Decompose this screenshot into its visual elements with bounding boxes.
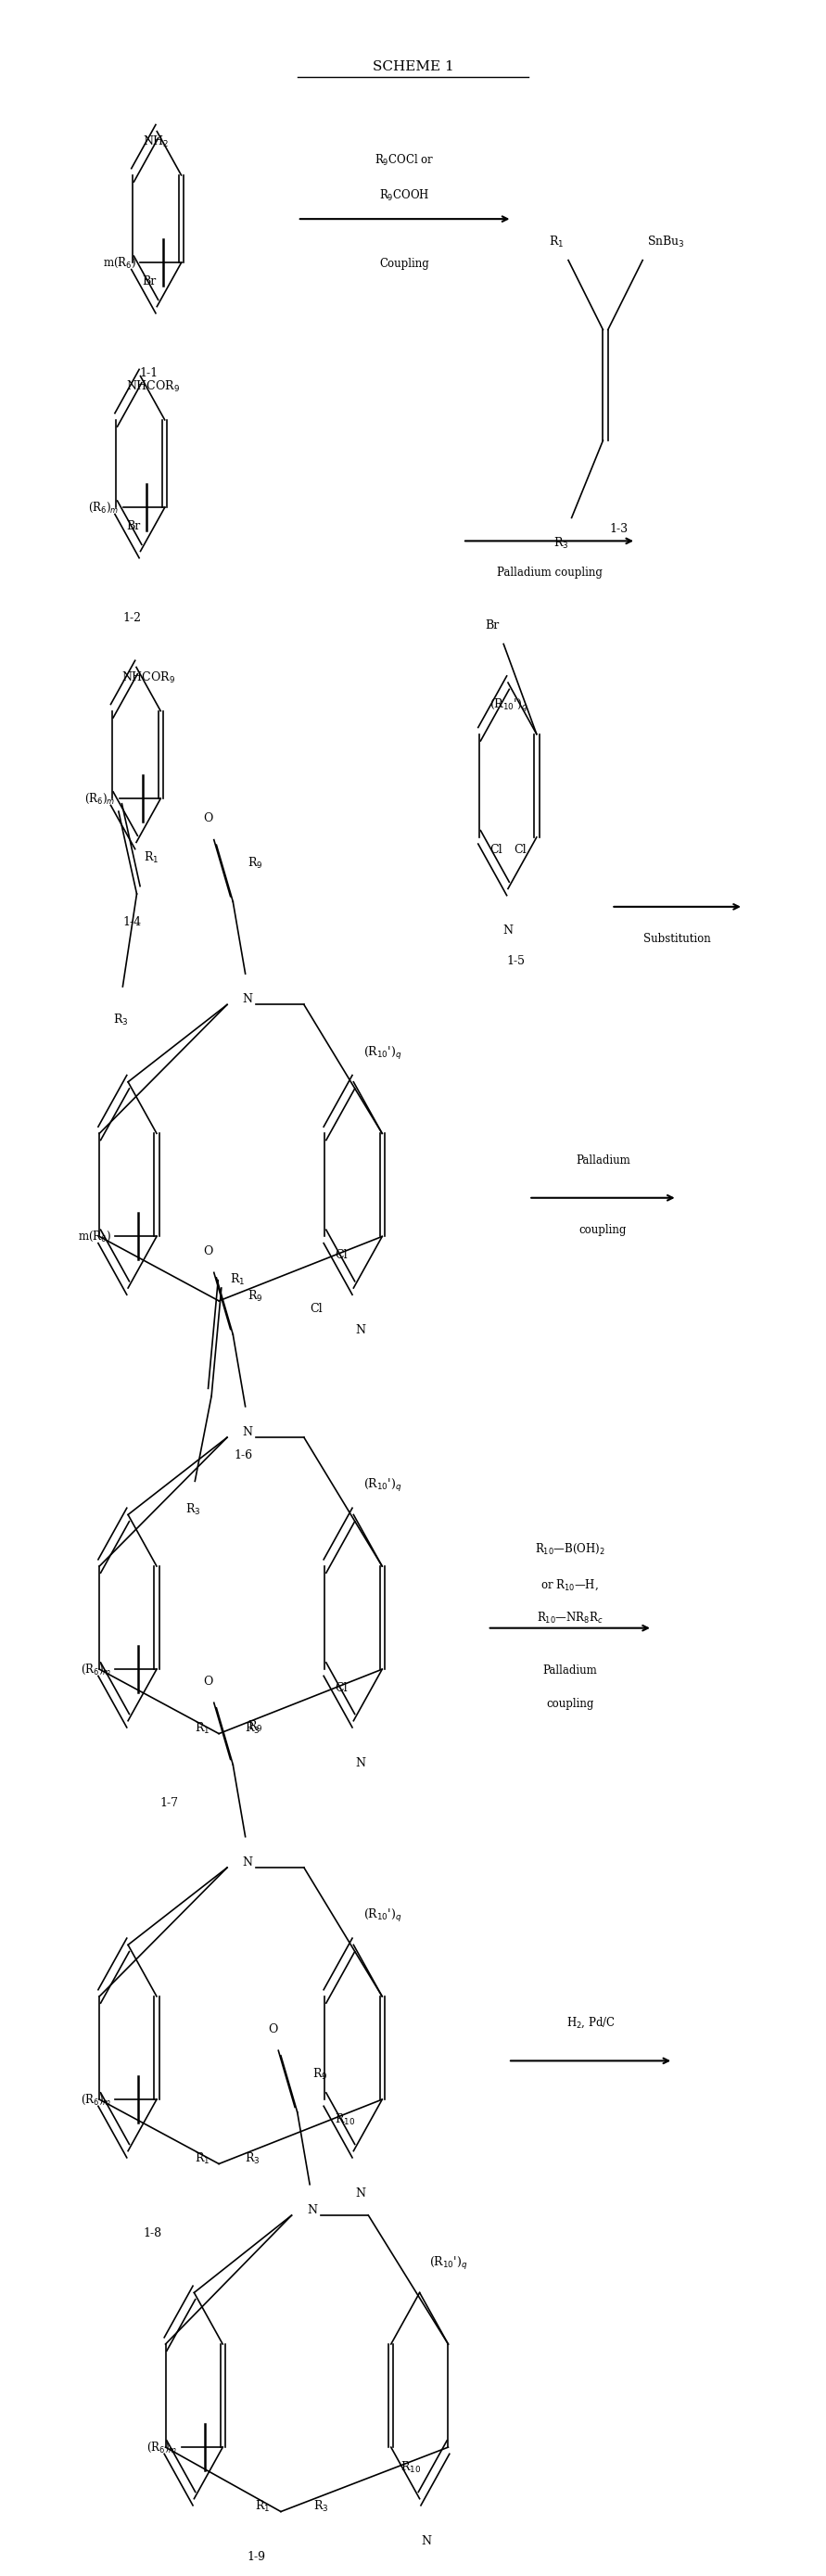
Text: Substitution: Substitution [643, 933, 711, 945]
Text: (R$_6$)$_m$: (R$_6$)$_m$ [84, 791, 115, 806]
Text: O: O [203, 811, 213, 824]
Text: N: N [307, 2205, 317, 2215]
Text: Cl: Cl [514, 845, 527, 855]
Text: NH$_2$: NH$_2$ [143, 134, 169, 149]
Text: Palladium: Palladium [543, 1664, 597, 1677]
Text: Cl: Cl [489, 845, 502, 855]
Text: N: N [503, 925, 513, 938]
Text: R$_1$: R$_1$ [255, 2499, 270, 2514]
Text: N: N [421, 2535, 431, 2548]
Text: R$_9$: R$_9$ [248, 1288, 263, 1303]
Text: Br: Br [486, 618, 500, 631]
Text: Palladium: Palladium [576, 1154, 630, 1167]
Text: 1-7: 1-7 [160, 1798, 178, 1808]
Text: NHCOR$_9$: NHCOR$_9$ [122, 670, 176, 685]
Text: 1-1: 1-1 [140, 368, 158, 379]
Text: R$_3$: R$_3$ [244, 2151, 259, 2166]
Text: 1-2: 1-2 [123, 613, 141, 623]
Text: Br: Br [126, 520, 140, 533]
Text: (R$_6$)$_m$: (R$_6$)$_m$ [80, 1662, 112, 1677]
Text: N: N [243, 994, 253, 1005]
Text: Cl: Cl [335, 1682, 348, 1695]
Text: 1-5: 1-5 [507, 956, 525, 966]
Text: 1-8: 1-8 [144, 2228, 162, 2239]
Text: N: N [355, 2187, 365, 2200]
Text: SnBu$_3$: SnBu$_3$ [647, 234, 685, 250]
Text: (R$_6$)$_m$: (R$_6$)$_m$ [146, 2439, 178, 2455]
Text: R$_9$: R$_9$ [248, 855, 263, 871]
Text: N: N [355, 1757, 365, 1770]
Text: R$_1$: R$_1$ [195, 1721, 210, 1736]
Text: N: N [355, 1324, 365, 1337]
Text: 1-4: 1-4 [123, 917, 141, 927]
Text: N: N [243, 1857, 253, 1868]
Text: R$_3$: R$_3$ [313, 2499, 328, 2514]
Text: Palladium coupling: Palladium coupling [496, 567, 602, 580]
Text: O: O [203, 1244, 213, 1257]
Text: (R$_{10}$')$_q$: (R$_{10}$')$_q$ [430, 2257, 468, 2272]
Text: R$_9$: R$_9$ [312, 2066, 327, 2081]
Text: R$_3$: R$_3$ [553, 536, 568, 551]
Text: (R$_{10}$')$_q$: (R$_{10}$')$_q$ [363, 1909, 402, 1924]
Text: m(R$_6$): m(R$_6$) [78, 1229, 112, 1244]
Text: R$_9$COCl or: R$_9$COCl or [375, 152, 434, 167]
Text: R$_1$: R$_1$ [195, 2151, 210, 2166]
Text: coupling: coupling [579, 1224, 627, 1236]
Text: 1-9: 1-9 [247, 2550, 265, 2563]
Text: O: O [203, 1674, 213, 1687]
Text: R$_{10}$: R$_{10}$ [335, 2112, 355, 2128]
Text: R$_3$: R$_3$ [244, 1721, 259, 1736]
Text: SCHEME 1: SCHEME 1 [373, 59, 453, 75]
Text: R$_3$: R$_3$ [186, 1502, 201, 1517]
Text: (R$_{10}$')$_q$: (R$_{10}$')$_q$ [363, 1046, 402, 1061]
Text: R$_9$: R$_9$ [248, 1718, 263, 1734]
Text: (R$_6$)$_m$: (R$_6$)$_m$ [80, 2092, 112, 2107]
Text: H$_2$, Pd/C: H$_2$, Pd/C [566, 2014, 615, 2030]
Text: Coupling: Coupling [380, 258, 430, 270]
Text: Br: Br [143, 276, 157, 289]
Text: Cl: Cl [335, 1249, 348, 1262]
Text: R$_{10}$—NR$_8$R$_c$: R$_{10}$—NR$_8$R$_c$ [537, 1610, 603, 1625]
Text: 1-6: 1-6 [235, 1450, 253, 1461]
Text: (R$_{10}$')$_q$: (R$_{10}$')$_q$ [489, 698, 528, 714]
Text: (R$_{10}$')$_q$: (R$_{10}$')$_q$ [363, 1479, 402, 1494]
Text: R$_{10}$—B(OH)$_2$: R$_{10}$—B(OH)$_2$ [534, 1543, 605, 1556]
Text: coupling: coupling [546, 1698, 594, 1710]
Text: R$_3$: R$_3$ [113, 1012, 129, 1028]
Text: R$_1$: R$_1$ [549, 234, 564, 250]
Text: N: N [243, 1427, 253, 1437]
Text: O: O [268, 2022, 278, 2035]
Text: R$_9$COOH: R$_9$COOH [379, 188, 430, 204]
Text: m(R$_6$): m(R$_6$) [102, 255, 135, 270]
Text: R$_1$: R$_1$ [144, 850, 159, 866]
Text: Cl: Cl [310, 1303, 322, 1314]
Text: (R$_6$)$_m$: (R$_6$)$_m$ [88, 500, 119, 515]
Text: R$_1$: R$_1$ [230, 1273, 244, 1288]
Text: R$_{10}$: R$_{10}$ [401, 2460, 421, 2476]
Text: NHCOR$_9$: NHCOR$_9$ [126, 379, 180, 394]
Text: 1-3: 1-3 [610, 523, 629, 536]
Text: or R$_{10}$—H,: or R$_{10}$—H, [541, 1577, 599, 1592]
